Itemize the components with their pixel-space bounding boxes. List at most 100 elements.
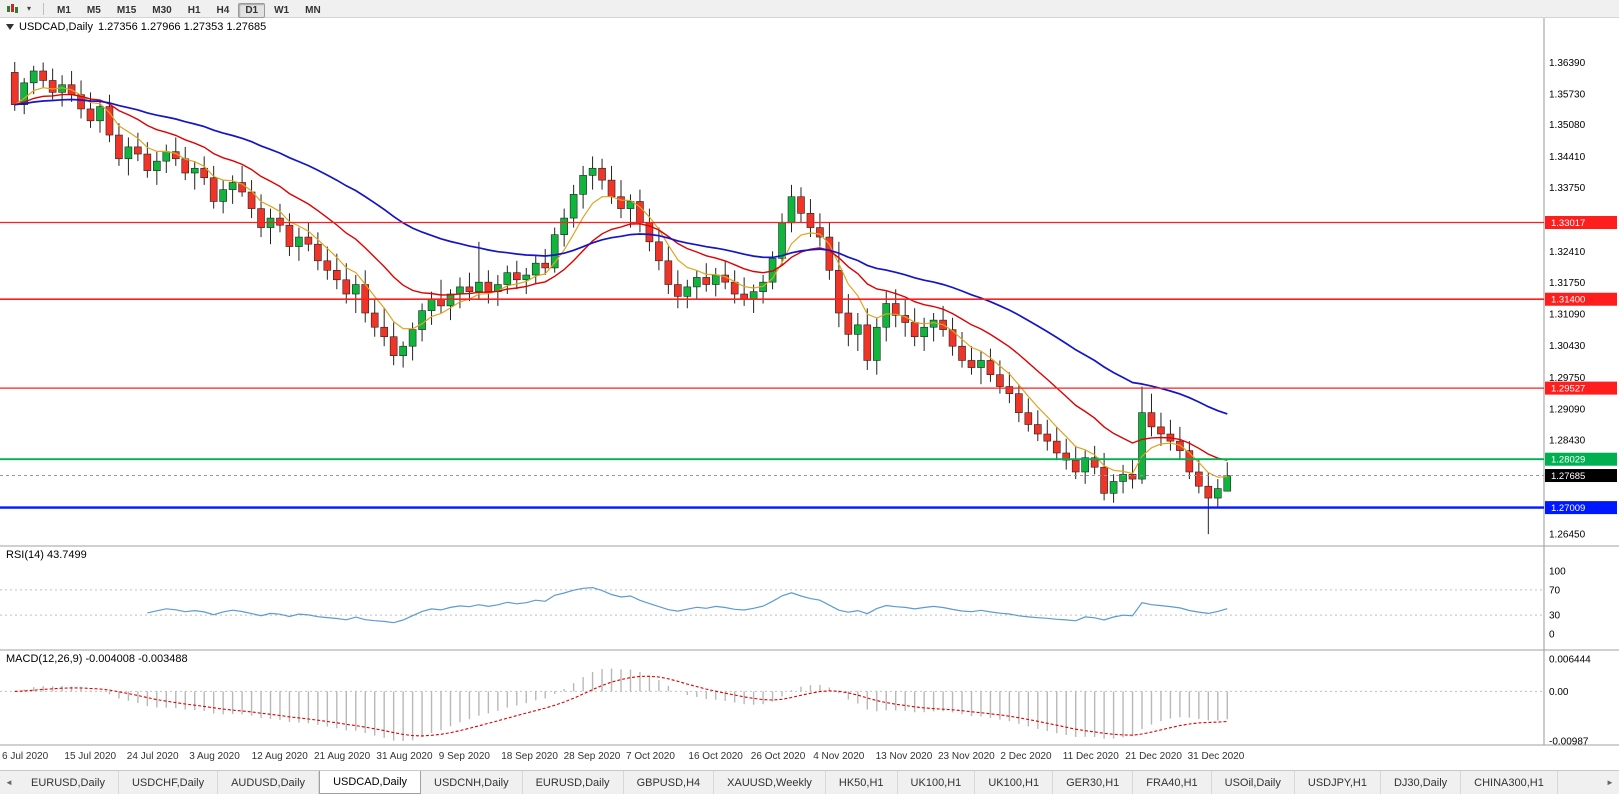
symbol-tab-fra40-h1[interactable]: FRA40,H1 xyxy=(1133,771,1212,794)
timeframe-button-h4[interactable]: H4 xyxy=(216,4,230,16)
symbol-tab-ger30-h1[interactable]: GER30,H1 xyxy=(1053,771,1134,794)
symbol-tab-uk100-h1[interactable]: UK100,H1 xyxy=(897,771,976,794)
timeframe-button-mn[interactable]: MN xyxy=(305,4,321,16)
chart-symbol-label: USDCAD,Daily xyxy=(19,21,93,33)
chart-type-dropdown-caret-icon[interactable]: ▾ xyxy=(26,4,31,13)
symbol-tab-hk50-h1[interactable]: HK50,H1 xyxy=(825,771,898,794)
svg-text:1.27685: 1.27685 xyxy=(1551,471,1585,482)
ma-fast-line xyxy=(14,87,1228,478)
svg-text:1.33750: 1.33750 xyxy=(1549,183,1586,194)
chart-ohlc-values: 1.27356 1.27966 1.27353 1.27685 xyxy=(97,21,267,33)
svg-text:16 Oct 2020: 16 Oct 2020 xyxy=(688,751,743,762)
svg-text:1.29750: 1.29750 xyxy=(1549,373,1586,384)
svg-text:6 Jul 2020: 6 Jul 2020 xyxy=(2,751,49,762)
macd-indicator-label: MACD(12,26,9) -0.004008 -0.003488 xyxy=(6,653,188,665)
symbol-tab-xauusd-weekly[interactable]: XAUUSD,Weekly xyxy=(714,771,826,794)
svg-text:13 Nov 2020: 13 Nov 2020 xyxy=(876,751,933,762)
timeframe-button-m15[interactable]: M15 xyxy=(116,4,137,16)
rsi-panel: 100 70 30 0 xyxy=(0,567,1566,641)
svg-text:30: 30 xyxy=(1549,611,1561,622)
svg-text:23 Nov 2020: 23 Nov 2020 xyxy=(938,751,995,762)
svg-text:0: 0 xyxy=(1549,630,1555,641)
svg-text:21 Aug 2020: 21 Aug 2020 xyxy=(314,751,371,762)
svg-text:12 Aug 2020: 12 Aug 2020 xyxy=(252,751,309,762)
rsi-line xyxy=(147,586,1228,624)
time-axis[interactable]: 6 Jul 2020 15 Jul 2020 24 Jul 2020 3 Aug 20… xyxy=(2,751,1245,762)
svg-text:0.00: 0.00 xyxy=(1549,687,1569,698)
symbol-tab-usoil-daily[interactable]: USOil,Daily xyxy=(1211,771,1295,794)
symbol-tab-usdcnh-daily[interactable]: USDCNH,Daily xyxy=(421,771,523,794)
tabbar-spacer xyxy=(1558,771,1601,794)
symbol-tab-dj30-daily[interactable]: DJ30,Daily xyxy=(1380,771,1462,794)
svg-text:15 Jul 2020: 15 Jul 2020 xyxy=(64,751,116,762)
timeframe-buttons-group: M1 M5 M15 M30 H1 H4 D1 W1 MN xyxy=(49,0,329,18)
tabs-scroll-left-icon[interactable]: ◄ xyxy=(5,778,13,787)
svg-text:1.28029: 1.28029 xyxy=(1551,455,1585,466)
timeframe-toolbar: ▾ M1 M5 M15 M30 H1 H4 D1 W1 MN xyxy=(0,0,1619,18)
symbol-tab-usdcad-daily[interactable]: USDCAD,Daily xyxy=(319,771,422,794)
svg-text:31 Aug 2020: 31 Aug 2020 xyxy=(376,751,433,762)
candlestick-series xyxy=(10,61,1232,535)
toolbar-separator xyxy=(43,2,44,15)
symbol-tabs-group: EURUSD,Daily USDCHF,Daily AUDUSD,Daily USDC… xyxy=(18,771,1558,794)
svg-text:24 Jul 2020: 24 Jul 2020 xyxy=(127,751,179,762)
svg-text:1.36390: 1.36390 xyxy=(1549,58,1586,69)
svg-text:3 Aug 2020: 3 Aug 2020 xyxy=(189,751,240,762)
timeframe-button-m5[interactable]: M5 xyxy=(86,4,101,16)
symbol-tab-china300-h1[interactable]: CHINA300,H1 xyxy=(1461,771,1558,794)
svg-text:1.33017: 1.33017 xyxy=(1551,218,1585,229)
price-level-lines: 1.33017 1.31400 1.29527 1.28029 1.27009 xyxy=(0,216,1617,515)
svg-text:1.27009: 1.27009 xyxy=(1551,503,1585,514)
svg-text:7 Oct 2020: 7 Oct 2020 xyxy=(626,751,675,762)
timeframe-button-w1[interactable]: W1 xyxy=(274,4,290,16)
symbol-tab-audusd-daily[interactable]: AUDUSD,Daily xyxy=(218,771,320,794)
timeframe-button-m1[interactable]: M1 xyxy=(57,4,71,16)
svg-text:70: 70 xyxy=(1549,585,1561,596)
svg-text:1.30430: 1.30430 xyxy=(1549,341,1586,352)
timeframe-button-h1[interactable]: H1 xyxy=(187,4,201,16)
svg-text:1.35080: 1.35080 xyxy=(1549,120,1586,131)
chart-menu-icon[interactable] xyxy=(6,24,14,30)
svg-text:0.006444: 0.006444 xyxy=(1549,655,1591,666)
timeframe-button-m30[interactable]: M30 xyxy=(152,4,172,16)
main-chart[interactable]: 1.33017 1.31400 1.29527 1.28029 1.27009 1.276… xyxy=(0,18,1619,770)
svg-text:18 Sep 2020: 18 Sep 2020 xyxy=(501,751,558,762)
ma-mid-line xyxy=(14,93,1228,461)
symbol-tab-bar: ◄ EURUSD,Daily USDCHF,Daily AUDUSD,Daily US… xyxy=(0,770,1619,794)
svg-text:1.32410: 1.32410 xyxy=(1549,247,1586,258)
symbol-tab-usdjpy-h1[interactable]: USDJPY,H1 xyxy=(1294,771,1381,794)
rsi-indicator-label: RSI(14) 43.7499 xyxy=(6,549,87,561)
svg-text:26 Oct 2020: 26 Oct 2020 xyxy=(751,751,806,762)
svg-text:1.28430: 1.28430 xyxy=(1549,436,1586,447)
chart-type-icon[interactable] xyxy=(4,2,20,16)
svg-text:21 Dec 2020: 21 Dec 2020 xyxy=(1125,751,1182,762)
svg-text:100: 100 xyxy=(1549,567,1566,578)
svg-text:28 Sep 2020: 28 Sep 2020 xyxy=(564,751,621,762)
svg-text:9 Sep 2020: 9 Sep 2020 xyxy=(439,751,491,762)
panel-dividers xyxy=(0,18,1619,746)
svg-text:1.31750: 1.31750 xyxy=(1549,278,1586,289)
svg-text:1.34410: 1.34410 xyxy=(1549,152,1586,163)
svg-text:11 Dec 2020: 11 Dec 2020 xyxy=(1063,751,1119,762)
ma-slow-line xyxy=(14,98,1228,415)
svg-text:1.35730: 1.35730 xyxy=(1549,89,1586,100)
symbol-tab-usdchf-daily[interactable]: USDCHF,Daily xyxy=(118,771,219,794)
symbol-tab-gbpusd-h4[interactable]: GBPUSD,H4 xyxy=(623,771,715,794)
svg-text:31 Dec 2020: 31 Dec 2020 xyxy=(1188,751,1245,762)
svg-text:1.31090: 1.31090 xyxy=(1549,309,1586,320)
symbol-tab-eurusd-daily[interactable]: EURUSD,Daily xyxy=(522,771,624,794)
svg-text:1.31400: 1.31400 xyxy=(1551,295,1585,306)
symbol-tab-uk100-h1[interactable]: UK100,H1 xyxy=(975,771,1054,794)
chart-region: 1.33017 1.31400 1.29527 1.28029 1.27009 1.276… xyxy=(0,18,1619,770)
svg-text:4 Nov 2020: 4 Nov 2020 xyxy=(813,751,865,762)
svg-text:2 Dec 2020: 2 Dec 2020 xyxy=(1000,751,1052,762)
svg-text:-0.00987: -0.00987 xyxy=(1549,737,1589,748)
timeframe-button-d1[interactable]: D1 xyxy=(238,2,266,18)
tabs-scroll-right-icon[interactable]: ► xyxy=(1606,778,1614,787)
svg-text:1.29527: 1.29527 xyxy=(1551,384,1585,395)
symbol-tab-eurusd-daily[interactable]: EURUSD,Daily xyxy=(18,771,119,794)
chart-title: USDCAD,Daily 1.27356 1.27966 1.27353 1.2… xyxy=(6,21,266,33)
macd-panel: 0.006444 0.00 -0.00987 xyxy=(0,655,1591,748)
price-axis-labels[interactable]: 1.36390 1.35730 1.35080 1.34410 1.33750 1.324… xyxy=(1549,58,1586,541)
